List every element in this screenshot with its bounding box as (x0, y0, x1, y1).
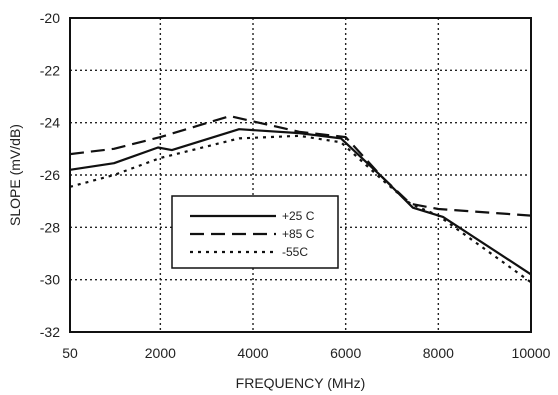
series-line-3 (69, 134, 532, 284)
y-axis-label: SLOPE (mV/dB) (7, 124, 23, 226)
x-tick-label: 8000 (423, 345, 454, 361)
series-line-2 (69, 114, 532, 217)
x-tick-labels: 50 2000 4000 6000 8000 10000 (62, 345, 550, 361)
x-tick-label: 4000 (237, 345, 268, 361)
x-axis-label: FREQUENCY (MHz) (236, 375, 366, 391)
y-tick-label: -22 (40, 62, 60, 78)
legend-label: -55C (282, 245, 308, 259)
y-tick-label: -32 (40, 324, 60, 340)
x-tick-label: 50 (62, 345, 78, 361)
y-tick-label: -26 (40, 167, 60, 183)
y-tick-labels: -20 -22 -24 -26 -28 -30 -32 (40, 10, 60, 340)
x-tick-label: 10000 (512, 345, 551, 361)
legend-label: +85 C (282, 227, 315, 241)
grid-lines (70, 18, 531, 332)
y-tick-label: -20 (40, 10, 60, 26)
y-tick-label: -28 (40, 219, 60, 235)
x-tick-label: 6000 (330, 345, 361, 361)
legend-box (171, 195, 339, 269)
legend-label: +25 C (282, 209, 315, 223)
series-lines (69, 114, 532, 284)
series-line-1 (69, 128, 532, 276)
y-tick-label: -24 (40, 115, 60, 131)
plot-frame (69, 17, 532, 333)
legend: +25 C +85 C -55C (171, 195, 339, 269)
x-tick-label: 2000 (145, 345, 176, 361)
y-tick-label: -30 (40, 272, 60, 288)
